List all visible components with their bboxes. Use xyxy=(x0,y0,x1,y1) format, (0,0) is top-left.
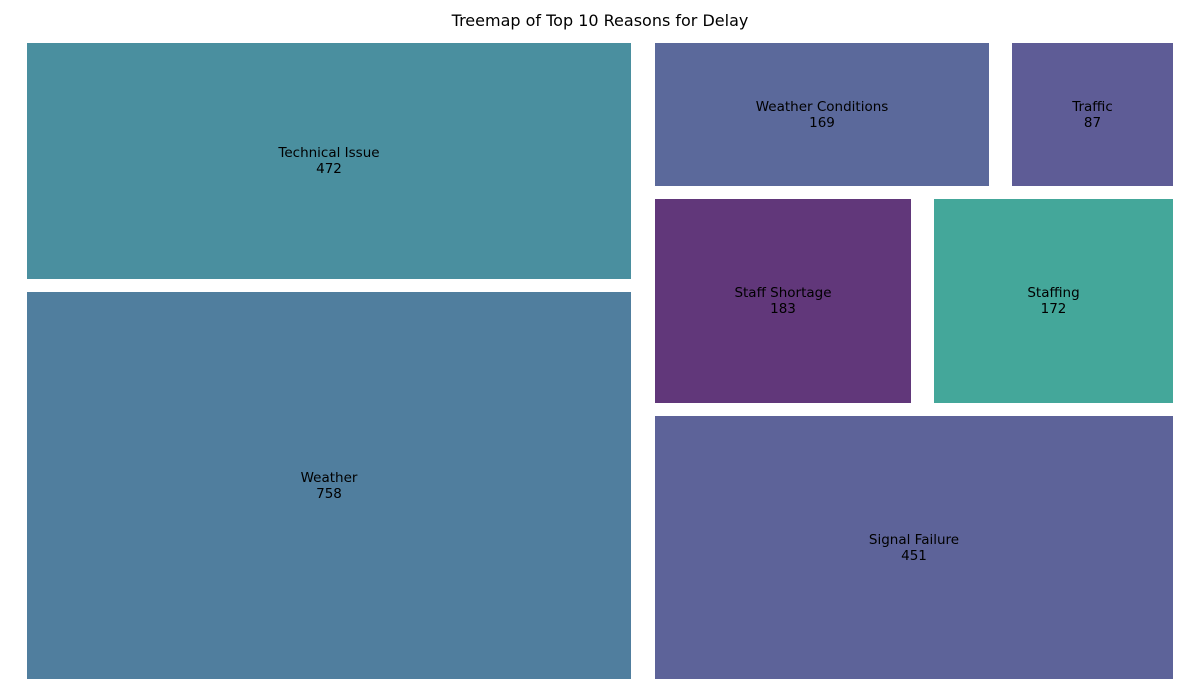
tile-label: Staff Shortage xyxy=(734,285,832,301)
tile-value: 183 xyxy=(770,301,796,317)
tile-label: Weather Conditions xyxy=(755,98,889,115)
treemap-tile: Weather Conditions 169 xyxy=(655,43,989,186)
tile-label: Traffic xyxy=(1072,98,1113,115)
tile-value: 451 xyxy=(901,547,927,564)
treemap-tile: Weather 758 xyxy=(27,292,631,679)
treemap-tile: Staffing 172 xyxy=(934,199,1173,403)
treemap-tile: Signal Failure 451 xyxy=(655,416,1173,679)
tile-value: 472 xyxy=(316,161,342,177)
tile-value: 87 xyxy=(1083,114,1102,131)
tile-label: Technical Issue xyxy=(278,145,380,161)
treemap-tile: Traffic 87 xyxy=(1012,43,1173,186)
tile-value: 758 xyxy=(316,485,342,502)
tile-label: Signal Failure xyxy=(868,531,960,548)
tile-value: 169 xyxy=(809,114,835,131)
tile-value: 172 xyxy=(1040,301,1067,317)
treemap-tile: Technical Issue 472 xyxy=(27,43,631,279)
treemap-tile: Staff Shortage 183 xyxy=(655,199,911,403)
tile-label: Weather xyxy=(300,469,358,486)
chart-title: Treemap of Top 10 Reasons for Delay xyxy=(451,11,749,30)
tile-label: Staffing xyxy=(1027,285,1080,301)
